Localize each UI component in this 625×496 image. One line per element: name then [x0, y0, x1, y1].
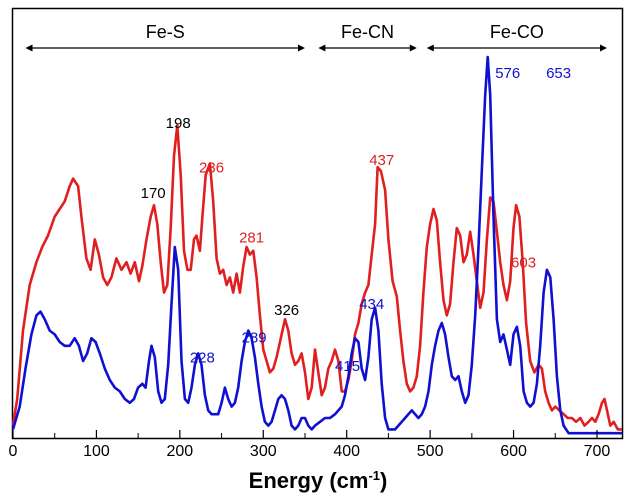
region-arrow-right-head-2 — [599, 44, 607, 52]
series-lines — [11, 55, 622, 435]
x-tick-label-0: 0 — [9, 443, 18, 460]
x-tick-label-700: 700 — [584, 443, 611, 460]
peak-label-236: 236 — [199, 159, 224, 176]
peak-label-228: 228 — [190, 349, 215, 366]
peak-label-437: 437 — [369, 152, 394, 169]
peak-annotations: 170 198 236 281 326 228 289 415 434 437 576 603 653 — [141, 65, 571, 375]
region-arrow-right-head-1 — [409, 44, 417, 52]
x-tick-label-100: 100 — [83, 443, 110, 460]
peak-label-576: 576 — [495, 65, 520, 82]
x-tick-label-500: 500 — [417, 443, 444, 460]
region-arrow-right-head-0 — [297, 44, 305, 52]
region-brackets: Fe-S Fe-CN Fe-CO — [25, 22, 607, 52]
x-tick-label-200: 200 — [166, 443, 193, 460]
x-tick-label-600: 600 — [500, 443, 527, 460]
peak-label-170: 170 — [141, 185, 166, 202]
region-arrow-left-head-0 — [25, 44, 33, 52]
x-tick-label-400: 400 — [333, 443, 360, 460]
region-label-0: Fe-S — [146, 22, 185, 42]
series-line-1 — [11, 55, 622, 435]
x-axis: 0 100 200 300 400 500 600 700 — [9, 430, 611, 460]
peak-label-198: 198 — [166, 115, 191, 132]
series-line-0 — [11, 124, 622, 431]
peak-label-415: 415 — [335, 358, 360, 375]
x-axis-label: Energy (cm-1) — [249, 468, 388, 493]
x-axis-label-close: ) — [380, 468, 387, 493]
region-label-1: Fe-CN — [341, 22, 394, 42]
peak-label-653: 653 — [546, 65, 571, 82]
region-arrow-left-head-2 — [426, 44, 434, 52]
peak-label-434: 434 — [359, 296, 384, 313]
peak-label-281: 281 — [239, 230, 264, 247]
x-axis-label-superscript: -1 — [368, 468, 380, 483]
peak-label-603: 603 — [511, 254, 536, 271]
peak-label-326: 326 — [274, 302, 299, 319]
x-axis-label-main: Energy (cm — [249, 468, 369, 493]
peak-label-289: 289 — [242, 329, 267, 346]
x-tick-label-300: 300 — [250, 443, 277, 460]
region-label-2: Fe-CO — [490, 22, 544, 42]
region-arrow-left-head-1 — [318, 44, 326, 52]
